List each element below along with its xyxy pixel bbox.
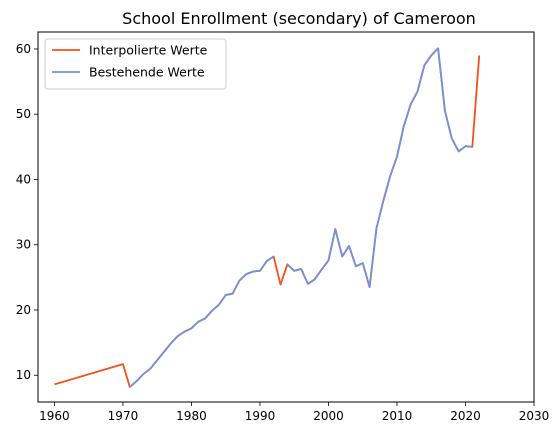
y-axis: 10 20 30 40 50 60 [16,42,38,382]
x-tick-label: 1980 [176,409,207,423]
series-line-interpolated [54,47,481,388]
legend-label-interpolated: Interpolierte Werte [89,43,208,58]
y-tick-label: 40 [16,172,31,186]
x-tick-label: 2010 [382,409,413,423]
legend-label-existing: Bestehende Werte [89,65,205,80]
legend-box [44,38,227,90]
y-tick-label: 30 [16,238,31,252]
x-axis: 1960 1970 1980 1990 2000 2010 2020 2030 [39,402,549,423]
x-tick-label: 1970 [108,409,139,423]
y-tick-label: 60 [16,42,31,56]
series-line-existing [129,255,275,388]
y-tick-label: 20 [16,303,31,317]
x-tick-label: 1990 [245,409,276,423]
plot-area [54,47,481,388]
y-tick-label: 10 [16,368,31,382]
axes-frame [37,31,535,403]
x-tick-label: 2020 [450,409,481,423]
x-tick-label: 1960 [39,409,70,423]
chart-title: School Enrollment (secondary) of Cameroo… [122,9,476,28]
series-line-existing [286,47,473,289]
y-tick-label: 50 [16,107,31,121]
legend: Interpolierte Werte Bestehende Werte [44,38,227,90]
x-tick-label: 2030 [519,409,550,423]
x-tick-label: 2000 [313,409,344,423]
